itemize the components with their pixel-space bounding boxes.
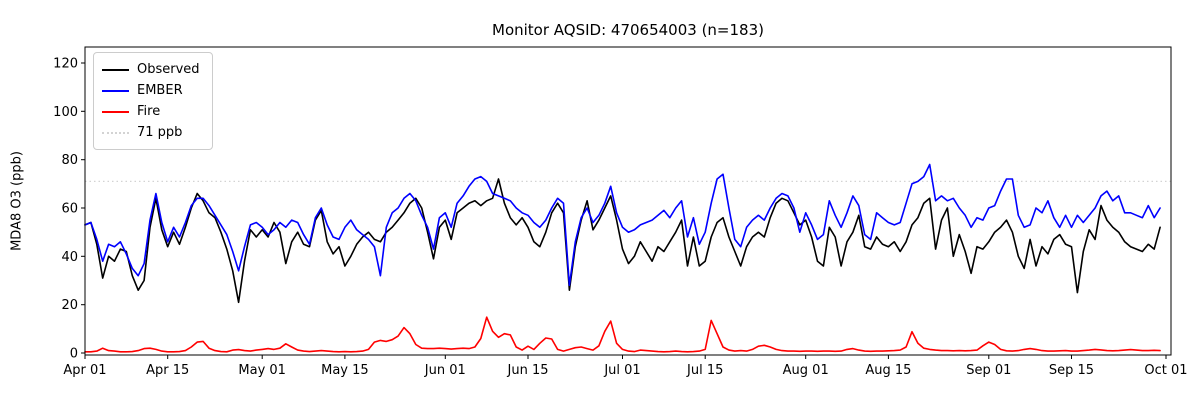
legend: Observed EMBER Fire 71 ppb [93, 52, 213, 150]
y-tick-label: 80 [61, 153, 78, 168]
legend-label-threshold: 71 ppb [137, 125, 183, 140]
threshold-line-swatch-icon [102, 131, 129, 134]
series-observed-line [84, 178, 1161, 304]
x-tick-label: Sep 15 [1049, 363, 1094, 378]
legend-label-ember: EMBER [137, 83, 183, 98]
x-tick-label: Oct 01 [1144, 363, 1187, 378]
legend-item-observed: Observed [102, 59, 204, 80]
x-tick-label: Aug 01 [783, 363, 829, 378]
legend-label-fire: Fire [137, 104, 161, 119]
observed-line-swatch-icon [102, 68, 129, 71]
legend-item-threshold: 71 ppb [102, 122, 204, 143]
y-tick-label: 120 [53, 57, 78, 72]
axes-frame [84, 46, 1172, 356]
legend-label-observed: Observed [137, 62, 200, 77]
y-tick-label: 60 [61, 202, 78, 217]
x-tick-label: Apr 15 [146, 363, 189, 378]
y-tick-label: 0 [70, 347, 78, 362]
series-ember-line [84, 163, 1161, 287]
legend-item-fire: Fire [102, 101, 204, 122]
x-tick-label: Jul 01 [603, 363, 640, 378]
y-tick-label: 40 [61, 250, 78, 265]
x-tick-label: May 01 [238, 363, 286, 378]
series-fire-line [84, 316, 1161, 353]
x-tick-label: Apr 01 [63, 363, 106, 378]
legend-item-ember: EMBER [102, 80, 204, 101]
y-tick-label: 20 [61, 298, 78, 313]
ember-line-swatch-icon [102, 89, 129, 92]
x-tick-label: May 15 [321, 363, 369, 378]
x-tick-label: Jun 15 [507, 363, 549, 378]
x-tick-label: Sep 01 [966, 363, 1011, 378]
y-tick-label: 100 [53, 105, 78, 120]
x-tick-label: Aug 15 [865, 363, 911, 378]
y-axis-label: MDA8 O3 (ppb) [9, 151, 25, 251]
x-tick-label: Jul 15 [686, 363, 723, 378]
fire-line-swatch-icon [102, 110, 129, 113]
x-tick-label: Jun 01 [424, 363, 466, 378]
chart-title: Monitor AQSID: 470654003 (n=183) [492, 21, 764, 39]
